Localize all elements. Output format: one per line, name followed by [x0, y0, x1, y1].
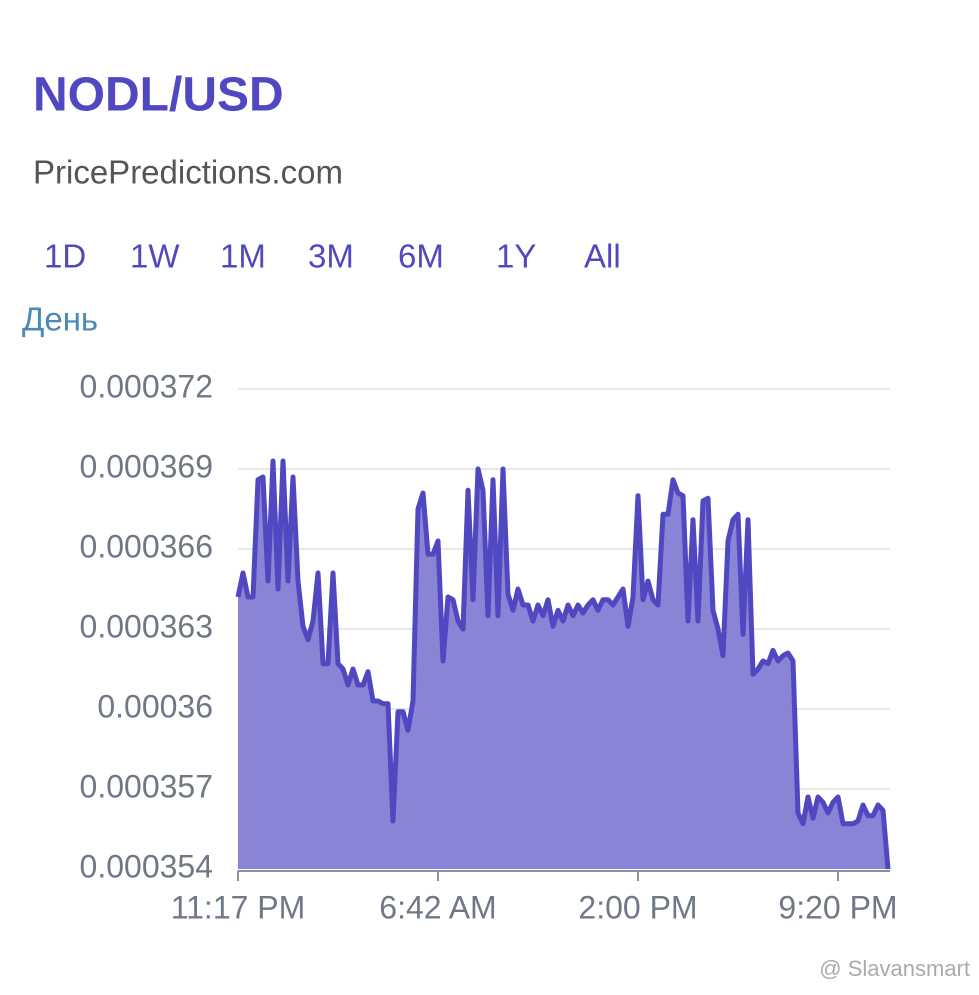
range-button[interactable]: 1M: [220, 238, 266, 275]
range-button[interactable]: 1D: [44, 238, 86, 275]
x-tick-label: 9:20 PM: [778, 889, 897, 925]
range-button[interactable]: 6M: [398, 238, 444, 275]
range-buttons: 1D 1W 1M 3M 6M 1Y All: [44, 238, 621, 275]
y-tick-label: 0.000372: [80, 368, 213, 404]
x-tick-label: 2:00 PM: [578, 889, 697, 925]
range-button[interactable]: All: [584, 238, 621, 275]
y-tick-label: 0.000357: [80, 768, 213, 804]
y-tick-label: 0.000354: [80, 848, 213, 884]
title: NODL/USD: [33, 69, 284, 122]
period-label: День: [22, 301, 98, 338]
subtitle: PricePredictions.com: [33, 154, 343, 191]
area: [238, 461, 888, 869]
y-tick-label: 0.000366: [80, 528, 213, 564]
range-button[interactable]: 1Y: [496, 238, 536, 275]
x-tick-label: 11:17 PM: [171, 889, 306, 925]
range-button[interactable]: 1W: [130, 238, 180, 275]
y-tick-label: 0.000369: [80, 448, 213, 484]
x-tick-label: 6:42 AM: [379, 889, 496, 925]
line: [235, 458, 891, 870]
y-tick-label: 0.00036: [97, 688, 213, 724]
watermark: @ Slavansmart: [819, 956, 970, 981]
y-tick-label: 0.000363: [80, 608, 213, 644]
range-button[interactable]: 3M: [308, 238, 354, 275]
